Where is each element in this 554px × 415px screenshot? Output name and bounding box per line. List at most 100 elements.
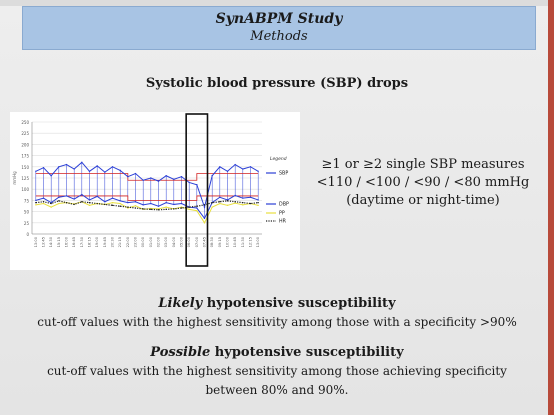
x-tick-label: 10:45 <box>233 237 237 247</box>
data-point-dbp <box>111 197 114 199</box>
data-point-sbp <box>242 168 244 170</box>
slide-title: Systolic blood pressure (SBP) drops <box>145 76 409 91</box>
y-axis-label: mmHg <box>12 171 17 185</box>
data-point-dbp <box>142 204 144 206</box>
possible-description-1: cut-off values with the highest sensitiv… <box>47 364 507 378</box>
data-point-hr <box>242 201 244 204</box>
data-point-sbp <box>188 181 190 184</box>
data-point-hr <box>58 200 60 202</box>
series-line-sbp <box>35 161 259 209</box>
data-point-hr <box>73 203 75 206</box>
data-point-hr <box>157 209 160 211</box>
data-point-pp <box>119 202 121 205</box>
data-point-hr <box>96 202 98 205</box>
abpm-chart: 0 25 50 75 100 125 150 175 200 225 250 mmHg 13:00 13:… <box>10 112 300 270</box>
data-point-dbp <box>65 195 68 197</box>
x-tick-label: 13:45 <box>42 237 46 247</box>
likely-heading-rest: hypotensive susceptibility <box>202 296 396 311</box>
data-point-sbp <box>211 175 213 177</box>
likely-section: Likely hypotensive susceptibility cut-of… <box>0 296 554 329</box>
data-point-hr <box>219 201 221 203</box>
x-tick-label: 16:00 <box>65 236 69 247</box>
data-point-hr <box>35 201 37 204</box>
data-point-hr <box>65 201 68 204</box>
y-tick-label: 0 <box>26 232 29 237</box>
x-tick-label: 14:30 <box>49 236 53 247</box>
possible-heading: Possible hypotensive susceptibility <box>0 343 554 362</box>
data-point-sbp <box>88 170 91 172</box>
x-tick-label: 09:15 <box>218 237 222 247</box>
x-tick-label: 17:30 <box>80 236 84 247</box>
data-point-sbp <box>226 170 229 172</box>
x-tick-label: 07:00 <box>195 236 199 247</box>
x-tick-label: 13:00 <box>256 236 260 247</box>
data-point-dbp <box>165 201 167 204</box>
data-point-hr <box>165 208 167 211</box>
data-point-dbp <box>58 196 60 198</box>
x-tick-label: 21:15 <box>118 237 122 247</box>
data-point-sbp <box>42 166 45 169</box>
data-point-hr <box>50 202 52 205</box>
data-point-hr <box>188 206 190 208</box>
y-tick-label: 100 <box>21 187 29 192</box>
data-point-pp <box>42 202 45 205</box>
data-point-pp <box>188 208 190 211</box>
data-point-sbp <box>165 175 167 177</box>
x-tick-label: 07:45 <box>203 237 207 247</box>
x-tick-label: 06:00 <box>187 236 191 247</box>
legend-label-dbp: DBP <box>279 202 289 208</box>
data-point-hr <box>81 201 83 203</box>
series-line-pp <box>35 201 259 224</box>
x-tick-label: 13:00 <box>34 236 38 247</box>
y-tick-label: 200 <box>21 142 29 147</box>
measures-line-1: ≥1 or ≥2 single SBP measures <box>321 157 525 172</box>
data-point-hr <box>257 201 259 204</box>
data-point-dbp <box>157 205 160 207</box>
possible-section: Possible hypotensive susceptibility cut-… <box>0 343 554 400</box>
accent-strip <box>548 0 554 415</box>
data-point-hr <box>42 201 45 203</box>
data-point-dbp <box>257 199 259 201</box>
likely-adjective: Likely <box>158 296 203 311</box>
data-point-pp <box>111 201 114 204</box>
data-point-pp <box>50 206 52 208</box>
data-point-sbp <box>96 165 98 167</box>
y-tick-label: 150 <box>21 165 29 170</box>
data-point-pp <box>203 222 206 224</box>
data-point-sbp <box>180 175 183 178</box>
y-tick-label: 225 <box>21 131 29 136</box>
data-point-sbp <box>249 166 252 168</box>
abpm-chart-svg: 0 25 50 75 100 125 150 175 200 225 250 mmHg 13:00 13:… <box>12 113 289 267</box>
data-point-sbp <box>257 170 259 172</box>
data-point-hr <box>88 201 91 204</box>
data-point-pp <box>88 204 91 207</box>
y-tick-label: 175 <box>21 154 29 159</box>
data-point-dbp <box>119 200 121 202</box>
possible-description-2: between 80% and 90%. <box>205 383 349 397</box>
x-tick-label: 19:45 <box>103 237 107 247</box>
data-point-hr <box>196 205 198 207</box>
data-point-dbp <box>219 196 221 198</box>
legend-label-sbp: SBP <box>279 171 288 177</box>
data-point-sbp <box>119 169 121 172</box>
data-point-hr <box>249 202 252 205</box>
data-point-pp <box>196 210 198 212</box>
data-point-hr <box>180 207 183 209</box>
header-banner: SynABPM Study Methods <box>22 6 536 50</box>
data-point-sbp <box>173 178 175 181</box>
y-tick-label: 25 <box>24 221 30 226</box>
data-point-sbp <box>142 179 144 181</box>
x-tick-label: 10:00 <box>226 236 230 247</box>
x-tick-label: 16:45 <box>72 237 76 247</box>
x-tick-label: 05:00 <box>180 236 184 247</box>
x-tick-label: 15:15 <box>57 237 61 247</box>
x-tick-label: 08:30 <box>210 236 214 247</box>
highlight-box <box>185 113 209 267</box>
x-tick-label: 12:15 <box>249 237 253 247</box>
data-point-sbp <box>203 206 206 208</box>
data-point-pp <box>211 206 213 208</box>
x-tick-label: 20:30 <box>111 236 115 247</box>
data-point-hr <box>104 203 106 206</box>
data-point-hr <box>127 206 129 208</box>
